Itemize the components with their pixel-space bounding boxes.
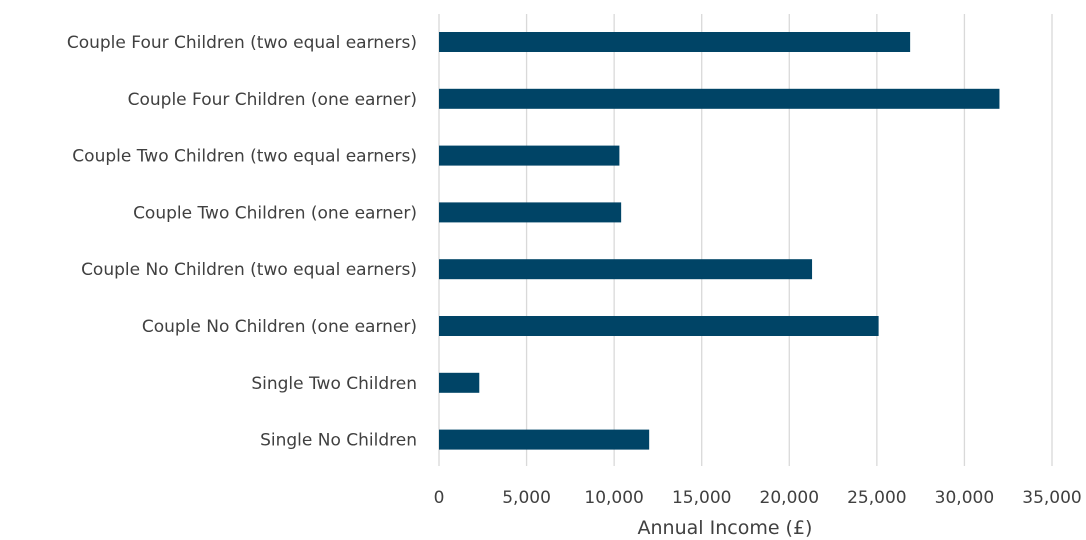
x-tick-label: 0 — [434, 488, 445, 508]
x-tick-label: 25,000 — [847, 488, 906, 508]
category-labels: Couple Four Children (two equal earners)… — [67, 33, 417, 451]
x-tick-label: 5,000 — [502, 488, 551, 508]
x-tick-label: 10,000 — [584, 488, 643, 508]
x-tick-label: 35,000 — [1022, 488, 1081, 508]
x-tick-label: 15,000 — [672, 488, 731, 508]
x-tick-labels: 0 5,000 10,000 15,000 20,000 25,000 30,000 35,0… — [434, 488, 1082, 508]
x-tick-label: 30,000 — [935, 488, 994, 508]
bar — [439, 259, 813, 280]
gridlines — [438, 14, 1053, 466]
category-label: Single Two Children — [251, 374, 417, 394]
category-label: Couple Four Children (two equal earners) — [67, 33, 417, 53]
bar — [439, 145, 620, 166]
bar — [439, 32, 911, 52]
category-label: Couple No Children (two equal earners) — [81, 260, 417, 280]
bar — [439, 316, 879, 336]
bars — [439, 32, 1000, 450]
x-tick-label: 20,000 — [760, 488, 819, 508]
bar — [439, 372, 480, 393]
bar — [439, 88, 1000, 109]
bar — [439, 429, 650, 450]
x-axis-title: Annual Income (£) — [638, 517, 813, 539]
category-label: Single No Children — [260, 431, 417, 451]
category-label: Couple Four Children (one earner) — [128, 90, 417, 110]
bar — [439, 202, 622, 223]
category-label: Couple Two Children (one earner) — [133, 203, 417, 223]
category-label: Couple Two Children (two equal earners) — [72, 147, 417, 167]
category-label: Couple No Children (one earner) — [142, 317, 417, 337]
